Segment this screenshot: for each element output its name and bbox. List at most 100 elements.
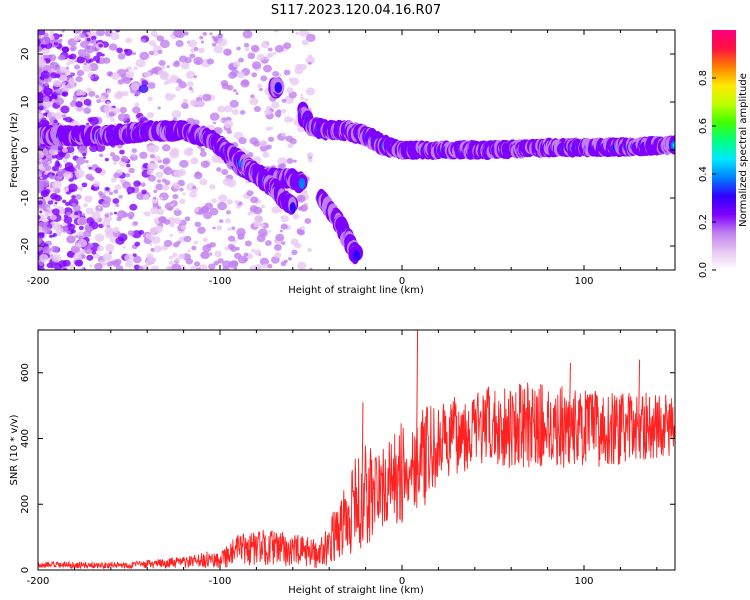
- noise-speck: [300, 96, 304, 101]
- noise-speck: [61, 114, 67, 119]
- noise-speck: [57, 94, 62, 99]
- noise-speck: [176, 78, 183, 84]
- noise-speck: [158, 59, 166, 67]
- noise-speck: [61, 30, 65, 33]
- noise-speck: [58, 38, 63, 43]
- noise-speck: [113, 211, 118, 215]
- noise-speck: [183, 235, 192, 243]
- noise-speck: [53, 112, 63, 120]
- noise-speck: [45, 109, 50, 113]
- noise-speck: [254, 249, 262, 256]
- noise-speck: [138, 229, 145, 235]
- noise-speck: [106, 101, 111, 105]
- noise-speck: [54, 201, 58, 205]
- noise-speck: [66, 82, 75, 90]
- noise-speck: [172, 61, 180, 68]
- noise-speck: [262, 151, 270, 158]
- noise-speck: [80, 97, 85, 102]
- noise-speck: [96, 51, 103, 57]
- noise-speck: [96, 99, 101, 103]
- noise-speck: [289, 77, 300, 86]
- noise-speck: [38, 160, 42, 165]
- noise-speck: [146, 112, 155, 119]
- noise-speck: [41, 47, 51, 55]
- noise-speck: [51, 234, 55, 238]
- noise-speck: [307, 247, 313, 253]
- noise-speck: [98, 43, 104, 48]
- noise-speck: [144, 71, 152, 78]
- noise-speck: [151, 49, 159, 56]
- noise-speck: [202, 93, 212, 102]
- noise-speck: [190, 157, 199, 165]
- noise-speck: [281, 109, 287, 114]
- noise-speck: [224, 105, 233, 113]
- noise-speck: [219, 219, 224, 223]
- noise-speck: [82, 64, 92, 72]
- noise-speck: [235, 92, 239, 95]
- noise-speck: [198, 94, 203, 98]
- noise-speck: [141, 38, 146, 43]
- noise-speck: [83, 62, 87, 66]
- noise-speck: [187, 249, 191, 253]
- noise-speck: [297, 229, 305, 236]
- noise-speck: [81, 182, 88, 188]
- noise-speck: [121, 90, 129, 97]
- noise-speck: [104, 213, 110, 218]
- noise-speck: [262, 64, 273, 73]
- noise-speck: [94, 74, 99, 78]
- noise-speck: [237, 234, 245, 240]
- noise-speck: [63, 171, 73, 180]
- descending-branch-body: [289, 202, 296, 214]
- noise-speck: [38, 189, 42, 194]
- noise-speck: [141, 80, 149, 87]
- noise-speck: [212, 226, 216, 230]
- noise-speck: [265, 57, 269, 60]
- noise-speck: [228, 235, 236, 242]
- noise-speck: [148, 235, 156, 241]
- noise-speck: [126, 163, 131, 168]
- noise-speck: [138, 84, 149, 94]
- noise-speck: [238, 137, 247, 145]
- noise-speck: [87, 117, 94, 123]
- noise-speck: [249, 205, 259, 213]
- noise-speck: [283, 42, 292, 50]
- noise-speck: [281, 241, 286, 246]
- noise-speck: [88, 90, 96, 97]
- noise-speck: [253, 221, 259, 226]
- noise-speck: [199, 151, 207, 158]
- noise-speck: [76, 56, 85, 64]
- noise-speck: [209, 112, 220, 121]
- noise-speck: [81, 213, 86, 217]
- noise-speck: [38, 113, 43, 119]
- noise-speck: [181, 102, 189, 109]
- noise-speck: [182, 192, 186, 196]
- noise-speck: [206, 58, 215, 65]
- noise-speck: [168, 260, 174, 265]
- noise-speck: [250, 94, 255, 99]
- noise-speck: [112, 226, 120, 233]
- noise-speck: [157, 106, 161, 110]
- noise-speck: [223, 48, 232, 56]
- noise-speck: [53, 64, 61, 71]
- noise-speck: [262, 263, 268, 269]
- noise-speck: [234, 200, 240, 205]
- noise-speck: [239, 110, 246, 115]
- noise-speck: [170, 147, 180, 156]
- noise-speck: [85, 173, 93, 180]
- noise-speck: [38, 46, 43, 53]
- noise-speck: [173, 209, 182, 217]
- noise-speck: [45, 211, 50, 215]
- noise-speck: [125, 37, 133, 44]
- noise-speck: [131, 148, 138, 153]
- noise-speck: [62, 92, 67, 97]
- noise-speck: [283, 69, 291, 76]
- noise-speck: [196, 60, 201, 64]
- noise-speck: [175, 86, 182, 92]
- noise-speck: [103, 190, 108, 195]
- noise-speck: [185, 149, 192, 156]
- noise-speck: [110, 32, 120, 41]
- noise-speck: [55, 175, 63, 182]
- noise-speck: [250, 196, 259, 204]
- noise-speck: [126, 186, 135, 194]
